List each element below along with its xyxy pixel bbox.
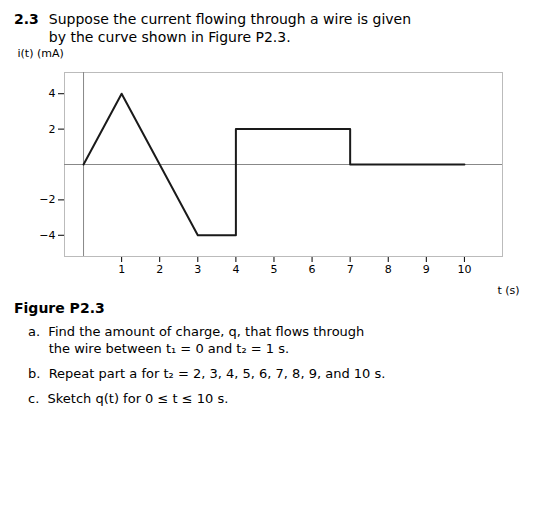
svg-text:5: 5 bbox=[270, 264, 277, 277]
svg-text:−4: −4 bbox=[39, 229, 55, 242]
svg-text:i(t) (mA): i(t) (mA) bbox=[18, 48, 64, 61]
svg-text:2: 2 bbox=[49, 123, 56, 136]
svg-text:9: 9 bbox=[423, 264, 430, 277]
html-text:2.3: 2.3 bbox=[14, 11, 39, 27]
html-text:a. Find the amount of charge,: a. Find the amount of charge, q, that fl… bbox=[28, 324, 365, 357]
svg-text:2: 2 bbox=[156, 264, 163, 277]
html-text:c. Sketch q(t) for 0 ≤ t ≤ 10: c. Sketch q(t) for 0 ≤ t ≤ 10 s. bbox=[28, 391, 229, 406]
svg-text:8: 8 bbox=[385, 264, 392, 277]
svg-text:6: 6 bbox=[309, 264, 316, 277]
html-text:b. Repeat part a for t₂ = 2, 3: b. Repeat part a for t₂ = 2, 3, 4, 5, 6,… bbox=[28, 366, 386, 382]
svg-text:−2: −2 bbox=[39, 194, 55, 207]
svg-text:4: 4 bbox=[232, 264, 239, 277]
html-text:Figure P2.3: Figure P2.3 bbox=[14, 300, 105, 317]
svg-text:3: 3 bbox=[194, 264, 201, 277]
html-text:Suppose the current flowing th: Suppose the current flowing through a wi… bbox=[48, 11, 412, 46]
svg-text:t (s): t (s) bbox=[497, 284, 519, 297]
svg-text:10: 10 bbox=[457, 264, 471, 277]
svg-text:4: 4 bbox=[49, 88, 56, 101]
svg-text:7: 7 bbox=[347, 264, 354, 277]
svg-text:1: 1 bbox=[118, 264, 125, 277]
